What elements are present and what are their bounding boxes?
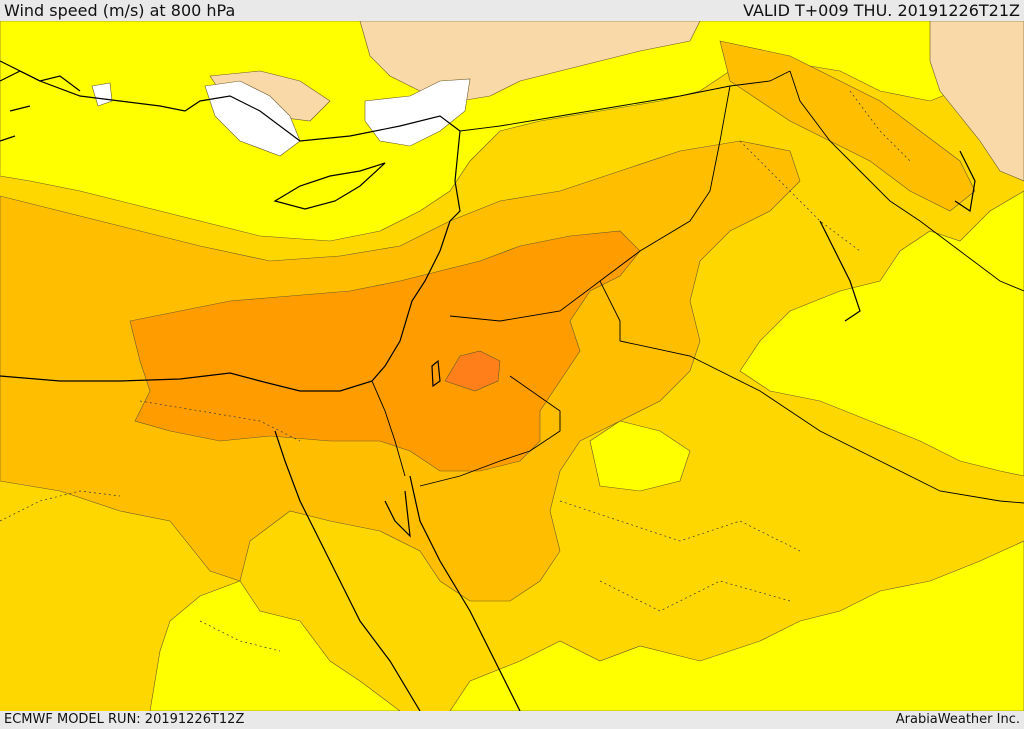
coast-red-sea-east — [409, 475, 521, 711]
border-syria-jordan — [449, 280, 621, 341]
border-egypt-israel — [371, 380, 406, 477]
valid-time: VALID T+009 THU. 20191226T21Z — [743, 1, 1020, 20]
admin-line-iran — [849, 90, 911, 162]
border-jordan-saudi — [419, 375, 561, 487]
field-low-central-east — [589, 420, 691, 492]
admin-line-saudi-2 — [599, 580, 791, 612]
border-turkey-syria — [459, 70, 791, 132]
coast-dead-sea — [431, 359, 441, 388]
coast-cyprus — [273, 162, 386, 210]
field-light-northeast — [929, 21, 1024, 182]
field-strong-main — [129, 230, 641, 472]
borders — [371, 70, 1024, 504]
admin-line-africa — [0, 490, 121, 522]
coast-levant — [371, 220, 451, 382]
model-run: ECMWF MODEL RUN: 20191226T12Z — [4, 712, 245, 727]
coast-north-africa — [0, 372, 373, 392]
field-calm-west — [91, 82, 113, 107]
border-iraq-iran — [789, 70, 1024, 292]
map-title: Wind speed (m/s) at 800 hPa — [4, 1, 236, 20]
credit: ArabiaWeather Inc. — [895, 712, 1020, 727]
coast-aegean-islands — [0, 70, 81, 142]
footer-bar: ECMWF MODEL RUN: 20191226T12Z ArabiaWeat… — [0, 711, 1024, 729]
header-bar: Wind speed (m/s) at 800 hPa VALID T+009 … — [0, 0, 1024, 21]
admin-boundaries — [0, 90, 911, 652]
admin-line-egypt — [139, 400, 301, 442]
field-fresh-northeast — [719, 40, 976, 212]
coastlines — [0, 60, 976, 711]
field-low-south — [449, 540, 1024, 711]
admin-line-saudi-1 — [559, 500, 801, 552]
coast-anatolia — [0, 60, 461, 222]
coast-caspian — [954, 150, 976, 213]
border-saudi-iraq — [619, 340, 1024, 504]
coast-persian-gulf — [819, 220, 861, 322]
wind-speed-map — [0, 21, 1024, 711]
border-syria-iraq — [599, 85, 731, 282]
field-very-strong-core — [444, 350, 501, 392]
coast-red-sea-west — [274, 430, 421, 711]
field-low-south-west — [149, 580, 401, 711]
coast-gulf-aqaba — [384, 490, 411, 538]
